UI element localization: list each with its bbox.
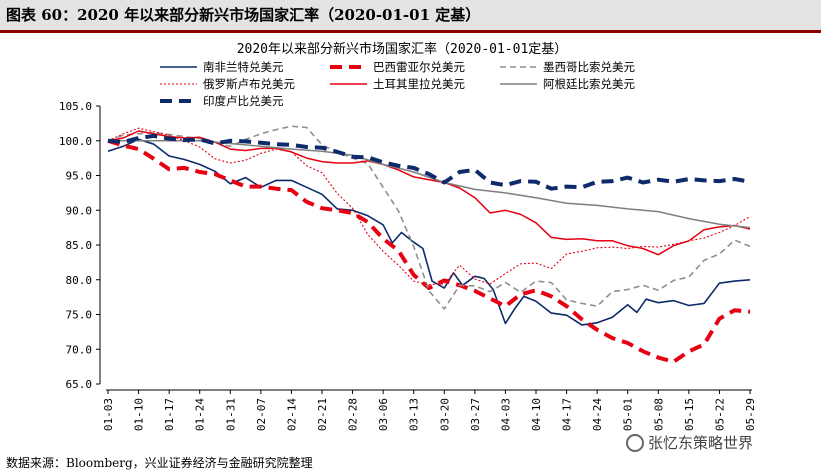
- x-tick-label: 04-17: [561, 398, 574, 431]
- x-tick-label: 03-13: [408, 398, 421, 431]
- watermark-text: 张忆东策略世界: [648, 434, 754, 452]
- x-tick-label: 02-14: [285, 398, 298, 431]
- y-tick-label: 65.0: [66, 378, 93, 391]
- wechat-icon: [626, 433, 644, 452]
- series-1-line: [107, 138, 751, 364]
- x-tick-label: 05-01: [622, 398, 635, 431]
- watermark: 张忆东策略世界: [626, 432, 753, 453]
- x-tick-label: 01-24: [194, 398, 207, 431]
- x-tick-label: 05-08: [652, 398, 665, 431]
- series-0-legend-label: 南非兰特兑美元: [203, 60, 284, 74]
- x-tick-label: 02-28: [347, 398, 360, 431]
- y-tick-label: 100.0: [59, 135, 92, 148]
- x-tick-label: 04-10: [530, 398, 543, 431]
- series-1-legend-label: 巴西雷亚尔兑美元: [373, 60, 465, 74]
- y-tick-label: 70.0: [66, 343, 93, 356]
- y-tick-label: 105.0: [59, 100, 92, 113]
- x-tick-label: 03-27: [469, 398, 482, 431]
- source-note: 数据来源：Bloomberg，兴业证券经济与金融研究院整理: [6, 456, 313, 470]
- figure-caption: 图表 60：2020 年以来部分新兴市场国家汇率（2020-01-01 定基）: [0, 0, 821, 30]
- series-4-legend-label: 土耳其里拉兑美元: [373, 77, 465, 91]
- series-0-line: [107, 138, 751, 326]
- y-tick-label: 90.0: [66, 204, 93, 217]
- series-3-line: [107, 127, 751, 286]
- series-4-line: [107, 130, 751, 256]
- x-tick-label: 02-07: [255, 398, 268, 431]
- x-tick-label: 05-15: [683, 398, 696, 431]
- chart-title: 2020年以来部分新兴市场国家汇率（2020-01-01定基）: [237, 41, 568, 57]
- y-tick-label: 85.0: [66, 239, 93, 252]
- x-tick-label: 03-20: [438, 398, 451, 431]
- series-5-line: [108, 140, 751, 229]
- x-tick-label: 05-22: [713, 398, 726, 431]
- series-3-legend-label: 俄罗斯卢布兑美元: [203, 77, 295, 91]
- x-tick-label: 04-24: [591, 398, 604, 431]
- series-6-line: [107, 133, 751, 191]
- x-tick-label: 01-10: [133, 398, 146, 431]
- x-tick-label: 03-06: [377, 398, 390, 431]
- series-2-legend-label: 墨西哥比索兑美元: [543, 60, 635, 74]
- x-axis: 01-03 01-10 01-17 01-24 01-31 02-07 02-14 02-21…: [102, 389, 757, 431]
- x-tick-label: 01-03: [102, 398, 115, 431]
- series-layer: [107, 125, 751, 364]
- series-5-legend-label: 阿根廷比索兑美元: [543, 77, 635, 91]
- x-tick-label: 05-29: [744, 398, 757, 431]
- x-tick-label: 02-21: [316, 398, 329, 431]
- x-tick-label: 01-17: [163, 398, 176, 431]
- x-tick-label: 04-03: [499, 398, 512, 431]
- series-2-line: [107, 125, 751, 310]
- x-tick-label: 01-31: [224, 398, 237, 431]
- y-axis: 65.0 70.0 75.0 80.0 85.0 90.0 95.0 100.0 105.0: [59, 100, 101, 391]
- series-6-legend-label: 印度卢比兑美元: [203, 94, 284, 108]
- y-tick-label: 80.0: [66, 274, 93, 287]
- caption-divider: [0, 30, 821, 33]
- y-tick-label: 75.0: [66, 309, 93, 322]
- y-tick-label: 95.0: [66, 170, 93, 183]
